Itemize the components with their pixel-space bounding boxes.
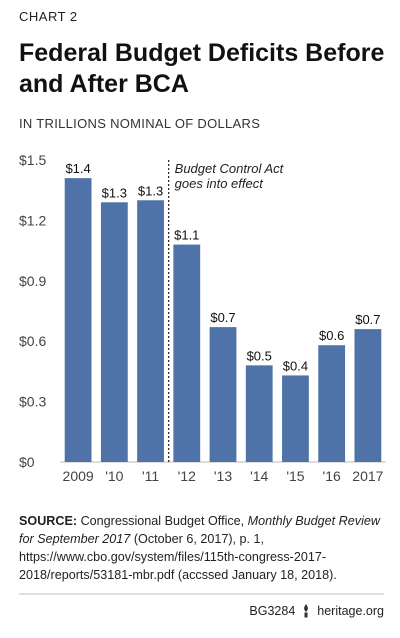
data-label: $1.4 [65,161,90,176]
source-label: SOURCE: [19,514,78,528]
unit-label: IN TRILLIONS NOMINAL OF DOLLARS [19,116,261,131]
data-label: $0.6 [319,328,344,343]
report-code: BG3284 [249,604,296,618]
bar [318,345,346,462]
chart-title: Federal Budget Deficits Before and After… [19,39,385,98]
x-tick-label: '11 [142,468,159,484]
data-label: $1.3 [102,185,127,200]
x-tick-label: '12 [178,468,196,484]
data-label: $1.3 [138,183,163,198]
source-publication: Monthly Budget Review for September 2017 [19,514,380,546]
bar [100,202,128,462]
y-tick-label: $0.9 [19,273,46,289]
x-tick-label: '16 [323,468,341,484]
data-label: $0.7 [355,312,380,327]
data-label: $0.7 [210,310,235,325]
bar [64,178,92,462]
x-tick-label: '13 [214,468,232,484]
x-tick-label: 2017 [352,468,383,484]
bar [282,375,309,462]
annotation-text: Budget Control Act [175,161,285,176]
x-tick-label: '15 [286,468,304,484]
y-tick-label: $0 [19,454,35,470]
bar-chart: $0 $0.3 $0.6 $0.9 $1.2 $1.5 $1.4 2009 $1.3 '10 $1.… [19,152,386,484]
footer: BG3284 heritage.org [249,604,384,618]
annotation-text: goes into effect [175,176,265,191]
data-label: $0.4 [283,358,308,373]
y-tick-label: $1.2 [19,212,46,228]
bar [173,244,201,462]
source-text-before: Congressional Budget Office, [77,514,248,528]
chart-kicker: CHART 2 [19,9,78,24]
y-tick-label: $1.5 [19,152,46,168]
source-text-after: (October 6, 2017), p. 1, https://www.cbo… [19,532,337,582]
bar [354,329,382,462]
y-tick-label: $0.6 [19,333,46,349]
x-tick-label: 2009 [63,468,94,484]
bar [137,200,164,462]
x-tick-label: '14 [250,468,268,484]
site-name: heritage.org [317,604,384,618]
bar [245,365,273,462]
source-note: SOURCE: Congressional Budget Office, Mon… [19,512,385,584]
x-tick-label: '10 [105,468,123,484]
heritage-torch-icon [304,604,309,618]
data-label: $0.5 [247,348,272,363]
bar [209,327,237,462]
y-tick-label: $0.3 [19,394,46,410]
data-label: $1.1 [174,228,199,243]
